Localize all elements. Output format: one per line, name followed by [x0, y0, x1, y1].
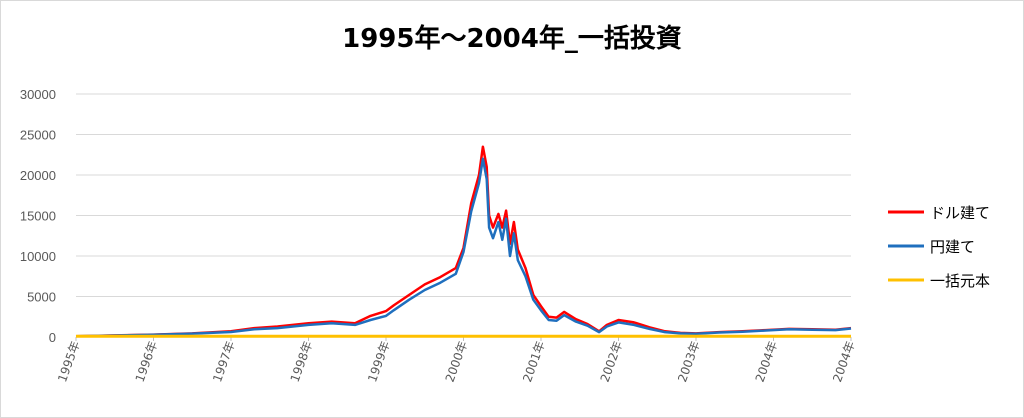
series-lines — [75, 145, 852, 338]
legend-label: 円建て — [930, 238, 975, 256]
x-tick-label: 2003年 — [675, 339, 703, 384]
x-tick-label: 1995年 — [55, 339, 83, 384]
y-tick-label: 5000 — [27, 290, 56, 305]
x-tick-label: 2004年 — [830, 339, 858, 384]
x-tick-label: 2004年 — [753, 339, 781, 384]
y-tick-label: 10000 — [20, 249, 56, 264]
legend-label: ドル建て — [930, 204, 990, 222]
y-tick-label: 30000 — [20, 87, 56, 102]
x-tick-label: 1998年 — [288, 339, 316, 384]
y-tick-label: 0 — [49, 330, 56, 345]
x-tick-label: 2002年 — [598, 339, 626, 384]
legend-label: 一括元本 — [930, 272, 990, 290]
y-tick-label: 15000 — [20, 209, 56, 224]
x-tick-label: 2001年 — [520, 339, 548, 384]
y-tick-label: 25000 — [20, 128, 56, 143]
grid-lines — [76, 93, 851, 338]
y-tick-label: 20000 — [20, 168, 56, 183]
series-line-2 — [75, 157, 852, 338]
chart-title: 1995年～2004年_一括投資 — [342, 24, 682, 54]
x-tick-label: 2000年 — [443, 339, 471, 384]
x-tick-label: 1999年 — [365, 339, 393, 384]
x-tick-label: 1997年 — [210, 339, 238, 384]
y-axis-ticks: 0 5000 10000 15000 20000 25000 30000 — [20, 87, 56, 345]
x-axis-ticks: 1995年 1996年 1997年 1998年 1999年 2000年 2001年 2002年… — [55, 337, 858, 384]
x-tick-label: 1996年 — [133, 339, 161, 384]
